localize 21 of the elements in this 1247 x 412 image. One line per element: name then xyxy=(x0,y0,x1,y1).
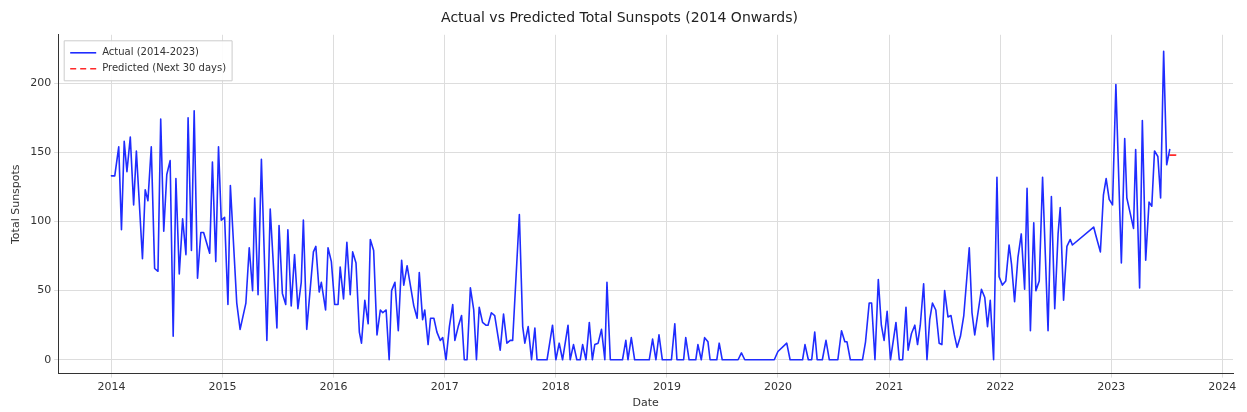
y-tick-label: 0 xyxy=(44,352,52,366)
x-tick-label: 2019 xyxy=(652,380,681,394)
legend-label: Actual (2014-2023) xyxy=(102,46,200,58)
chart-title: Actual vs Predicted Total Sunspots (2014 Onwards) xyxy=(441,9,798,26)
x-axis-title: Date xyxy=(632,396,659,410)
legend-label: Predicted (Next 30 days) xyxy=(102,62,227,74)
x-tick-label: 2022 xyxy=(986,380,1015,394)
x-tick-label: 2018 xyxy=(541,380,570,394)
x-tick-label: 2024 xyxy=(1208,380,1237,394)
y-axis-title: Total Sunspots xyxy=(9,164,23,245)
x-tick-label: 2017 xyxy=(430,380,459,394)
y-tick-label: 100 xyxy=(30,214,52,228)
x-tick-label: 2014 xyxy=(97,380,126,394)
y-tick-label: 200 xyxy=(30,76,52,90)
x-tick-label: 2016 xyxy=(319,380,348,394)
x-tick-label: 2023 xyxy=(1097,380,1126,394)
x-tick-label: 2021 xyxy=(875,380,904,394)
x-tick-label: 2020 xyxy=(763,380,792,394)
y-tick-label: 150 xyxy=(30,145,52,159)
y-tick-label: 50 xyxy=(37,283,52,297)
x-tick-label: 2015 xyxy=(208,380,237,394)
